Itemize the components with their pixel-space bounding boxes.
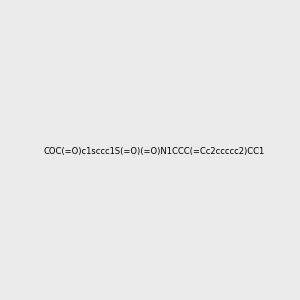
Text: COC(=O)c1sccc1S(=O)(=O)N1CCC(=Cc2ccccc2)CC1: COC(=O)c1sccc1S(=O)(=O)N1CCC(=Cc2ccccc2)… bbox=[43, 147, 264, 156]
